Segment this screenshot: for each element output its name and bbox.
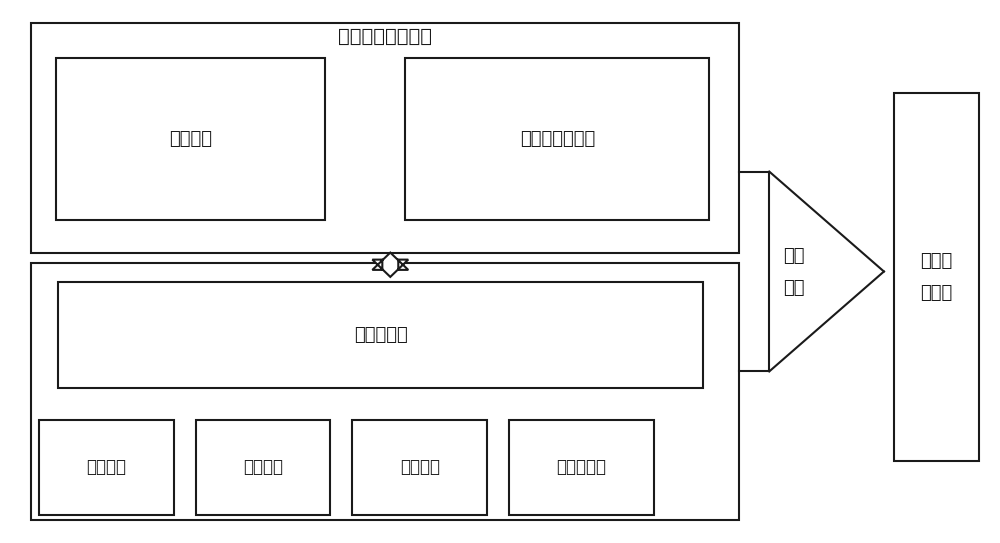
Bar: [31, 23, 739, 252]
Text: 放射源项: 放射源项: [87, 458, 127, 476]
Bar: [352, 420, 487, 515]
Text: 寻源定
位结果: 寻源定 位结果: [920, 252, 952, 302]
Bar: [56, 58, 325, 220]
Bar: [58, 282, 703, 388]
Text: 源位置坐标: 源位置坐标: [556, 458, 606, 476]
Text: 参考辐射场: 参考辐射场: [354, 326, 408, 344]
Bar: [31, 263, 739, 520]
Text: 定位数据: 定位数据: [169, 130, 212, 148]
Bar: [405, 58, 709, 220]
Text: 搜寻高度: 搜寻高度: [400, 458, 440, 476]
Text: 智能
计算: 智能 计算: [783, 247, 805, 296]
Text: 放射源强: 放射源强: [243, 458, 283, 476]
Polygon shape: [372, 252, 408, 277]
Bar: [509, 420, 654, 515]
Text: 实时飞行监测数据: 实时飞行监测数据: [338, 27, 432, 46]
Bar: [196, 420, 330, 515]
Text: 核辐射监测数据: 核辐射监测数据: [520, 130, 595, 148]
Bar: [894, 93, 979, 460]
Bar: [39, 420, 174, 515]
